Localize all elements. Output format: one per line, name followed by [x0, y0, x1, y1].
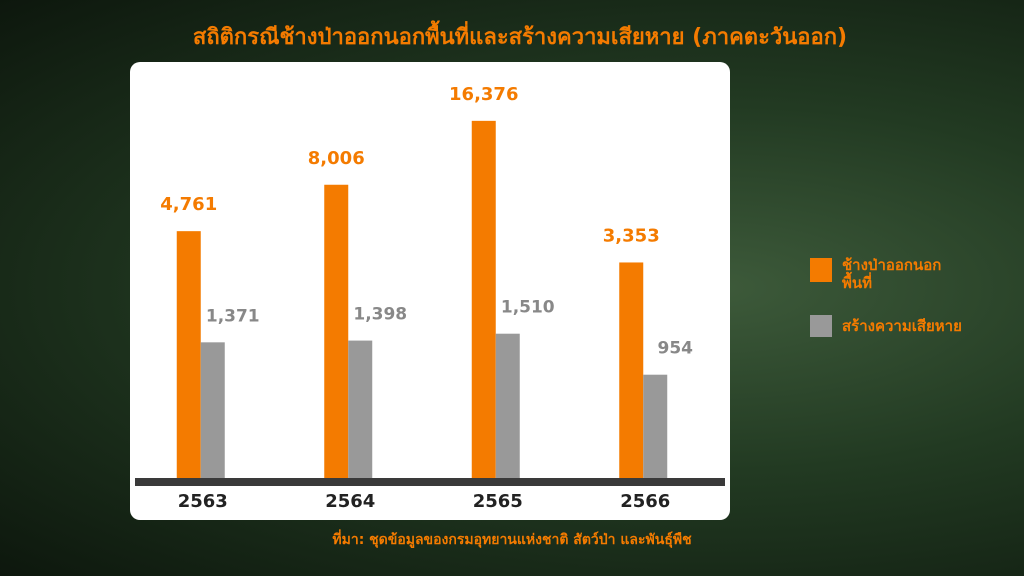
bar: [176, 231, 201, 478]
bar: [619, 262, 644, 478]
value-label: 8,006: [308, 148, 365, 169]
value-label: 1,510: [501, 298, 555, 318]
value-label: 4,761: [160, 194, 217, 215]
legend-swatch: [810, 258, 832, 282]
bar: [348, 340, 373, 478]
legend-label: ช้างป่าออกนอกพื้นที่: [842, 256, 942, 292]
bar: [324, 184, 349, 478]
bar: [643, 374, 668, 478]
x-tick-label: 2565: [473, 491, 523, 512]
value-label: 954: [658, 339, 694, 359]
value-label: 1,398: [353, 305, 407, 325]
value-label: 16,376: [449, 84, 518, 105]
legend-label: สร้างความเสียหาย: [842, 317, 962, 335]
source: ที่มา: ชุดข้อมูลของกรมอุทยานแห่งชาติ สัต…: [332, 529, 692, 548]
legend-swatch: [810, 315, 832, 337]
baseline: [135, 478, 725, 486]
value-label: 1,371: [206, 306, 260, 326]
x-tick-label: 2564: [325, 491, 375, 512]
bar: [471, 120, 496, 479]
bar: [495, 333, 520, 478]
value-label: 3,353: [603, 225, 660, 246]
x-tick-label: 2563: [178, 491, 228, 512]
bar: [200, 342, 225, 478]
panel: [130, 62, 730, 520]
chart-title: สถิติกรณีช้างป่าออกนอกพื้นที่และสร้างควา…: [193, 20, 847, 50]
x-tick-label: 2566: [620, 491, 670, 512]
